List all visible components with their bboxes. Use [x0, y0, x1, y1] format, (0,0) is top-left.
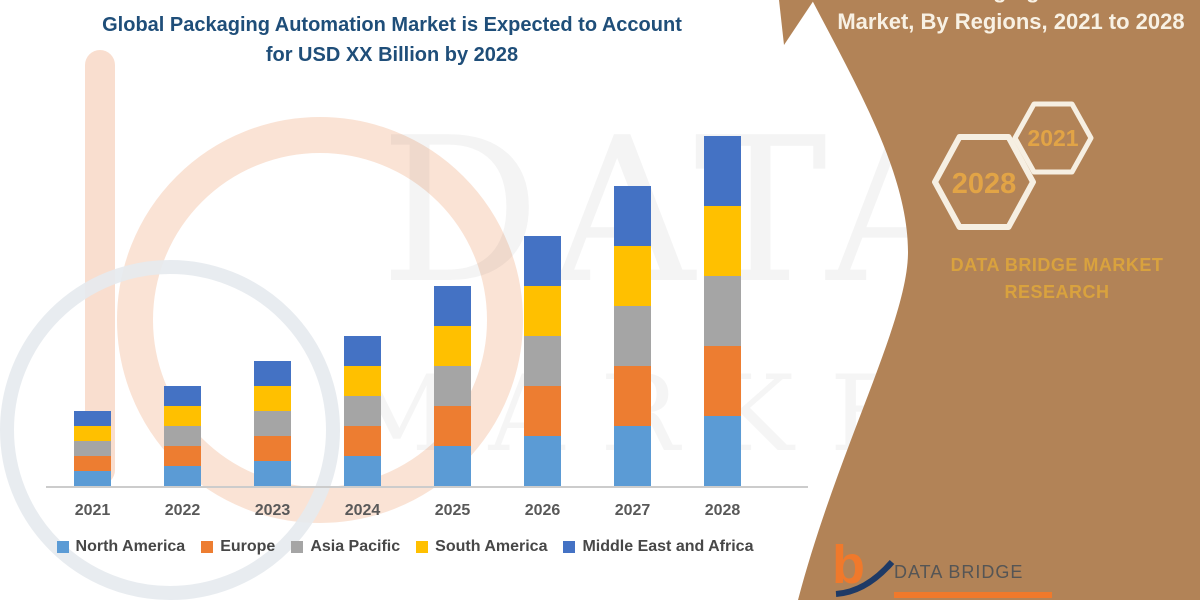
legend-label: Asia Pacific: [310, 538, 401, 555]
segment-2025-north-america: [434, 446, 471, 486]
x-axis-label-2026: 2026: [524, 502, 561, 519]
x-axis-label-2025: 2025: [434, 502, 471, 519]
right-panel-corner-sliver: [779, 0, 814, 45]
bar-2028: [704, 136, 741, 486]
footer-logo-underline: [894, 592, 1052, 598]
segment-2026-north-america: [524, 436, 561, 486]
chart-title-line2: for USD XX Billion by 2028: [265, 44, 519, 66]
legend-swatch-icon: [56, 541, 69, 553]
footer-logo: b DATA BRIDGE: [830, 538, 1090, 600]
legend-swatch-icon: [201, 541, 214, 553]
segment-2025-europe: [434, 406, 471, 446]
segment-2024-north-america: [344, 456, 381, 486]
segment-2027-europe: [614, 366, 651, 426]
bar-2026: [524, 236, 561, 486]
brand-line2: RESEARCH: [1004, 282, 1110, 302]
segment-2026-europe: [524, 386, 561, 436]
segment-2023-asia-pacific: [254, 411, 291, 436]
segment-2027-asia-pacific: [614, 306, 651, 366]
legend-swatch-icon: [291, 541, 304, 553]
segment-2028-middle-east-and-africa: [704, 136, 741, 206]
segment-2024-middle-east-and-africa: [344, 336, 381, 366]
segment-2021-north-america: [74, 471, 111, 486]
x-axis-label-2023: 2023: [254, 502, 291, 519]
segment-2023-europe: [254, 436, 291, 461]
legend-swatch-icon: [416, 541, 429, 553]
footer-logo-text: DATA BRIDGE: [894, 562, 1024, 582]
segment-2025-asia-pacific: [434, 366, 471, 406]
legend-item-middle-east-and-africa: Middle East and Africa: [563, 538, 753, 556]
x-axis-label-2024: 2024: [344, 502, 381, 519]
bar-2027: [614, 186, 651, 486]
segment-2028-asia-pacific: [704, 276, 741, 346]
segment-2026-south-america: [524, 286, 561, 336]
panel-heading-line2: Market, By Regions, 2021 to 2028: [837, 9, 1185, 34]
x-axis-label-2027: 2027: [614, 502, 651, 519]
segment-2028-south-america: [704, 206, 741, 276]
segment-2021-asia-pacific: [74, 441, 111, 456]
segment-2023-north-america: [254, 461, 291, 486]
segment-2022-south-america: [164, 406, 201, 426]
legend-label: South America: [435, 538, 548, 555]
segment-2022-europe: [164, 446, 201, 466]
hexagon-2028-icon: [932, 134, 1036, 230]
hexagon-2021-icon: [1012, 101, 1094, 175]
legend: North America Europe Asia Pacific South Ame…: [0, 538, 810, 556]
segment-2021-europe: [74, 456, 111, 471]
legend-swatch-icon: [563, 541, 576, 553]
segment-2024-south-america: [344, 366, 381, 396]
chart-title: Global Packaging Automation Market is Ex…: [30, 10, 754, 70]
segment-2026-middle-east-and-africa: [524, 236, 561, 286]
legend-item-europe: Europe: [201, 538, 275, 556]
segment-2021-south-america: [74, 426, 111, 441]
chart-title-line1: Global Packaging Automation Market is Ex…: [102, 14, 682, 36]
bar-2021: [74, 411, 111, 486]
bar-2025: [434, 286, 471, 486]
segment-2025-south-america: [434, 326, 471, 366]
legend-label: Europe: [220, 538, 276, 555]
legend-item-north-america: North America: [56, 538, 186, 556]
hexagon-2028-label: 2028: [952, 168, 1017, 200]
brand-line1: DATA BRIDGE MARKET: [950, 255, 1164, 275]
x-axis-label-2022: 2022: [164, 502, 201, 519]
hexagon-2021-label: 2021: [1027, 125, 1078, 151]
segment-2021-middle-east-and-africa: [74, 411, 111, 426]
segment-2022-north-america: [164, 466, 201, 486]
segment-2022-middle-east-and-africa: [164, 386, 201, 406]
bar-2023: [254, 361, 291, 486]
segment-2023-middle-east-and-africa: [254, 361, 291, 386]
segment-2027-middle-east-and-africa: [614, 186, 651, 246]
panel-heading: Global Packaging Automation Market, By R…: [826, 0, 1196, 37]
legend-item-asia-pacific: Asia Pacific: [291, 538, 400, 556]
segment-2022-asia-pacific: [164, 426, 201, 446]
segment-2024-europe: [344, 426, 381, 456]
segment-2028-north-america: [704, 416, 741, 486]
x-axis-label-2028: 2028: [704, 502, 741, 519]
legend-label: North America: [75, 538, 186, 555]
legend-item-south-america: South America: [416, 538, 547, 556]
segment-2028-europe: [704, 346, 741, 416]
segment-2024-asia-pacific: [344, 396, 381, 426]
bar-2022: [164, 386, 201, 486]
segment-2026-asia-pacific: [524, 336, 561, 386]
bar-2024: [344, 336, 381, 486]
x-axis-line: [46, 486, 808, 488]
segment-2023-south-america: [254, 386, 291, 411]
brand-text: DATA BRIDGE MARKET RESEARCH: [932, 252, 1182, 306]
x-axis-label-2021: 2021: [74, 502, 111, 519]
watermark-text-line2: MARKET RESEARCH: [345, 353, 1200, 475]
legend-label: Middle East and Africa: [582, 538, 754, 555]
segment-2027-north-america: [614, 426, 651, 486]
segment-2025-middle-east-and-africa: [434, 286, 471, 326]
segment-2027-south-america: [614, 246, 651, 306]
